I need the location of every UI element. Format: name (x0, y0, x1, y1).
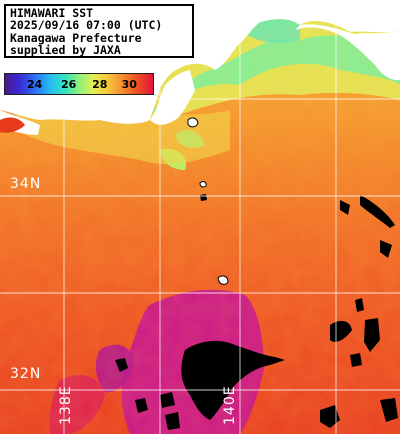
nodata-5 (330, 320, 352, 342)
nodata-7 (364, 318, 380, 352)
legend-label-26: 26 (60, 78, 77, 91)
nodata-9 (340, 200, 350, 215)
nodata-10 (380, 240, 392, 258)
title-line-4: supplied by JAXA (10, 43, 121, 58)
land-boso (295, 24, 400, 80)
title-line-1: HIMAWARI SST (10, 6, 94, 20)
nodata-4 (165, 412, 180, 430)
title-line-2: 2025/09/16 07:00 (UTC) (10, 18, 163, 33)
nodata-14 (200, 194, 207, 201)
color-legend: 24 26 28 30 (4, 73, 154, 95)
nodata-12 (380, 398, 398, 422)
nodata-3 (160, 392, 175, 408)
title-line-3: Kanagawa Prefecture (10, 30, 142, 45)
lat-label-32n: 32N (10, 366, 42, 382)
oshima-island (187, 117, 199, 128)
nodata-8 (360, 195, 395, 228)
nodata-11 (320, 405, 340, 428)
nodata-2 (115, 358, 128, 372)
land-izu (150, 70, 195, 125)
title-box: HIMAWARI SST 2025/09/16 07:00 (UTC) Kana… (4, 4, 194, 58)
legend-label-30: 30 (121, 78, 137, 91)
nodata-6 (355, 298, 364, 312)
coast-red-spot (0, 117, 25, 133)
island-2 (199, 181, 207, 188)
lon-label-138e: 138E (58, 385, 74, 425)
nodata-13 (135, 398, 148, 413)
lat-label-34n: 34N (10, 176, 42, 192)
lon-label-140e: 140E (222, 385, 238, 425)
nodata-15 (350, 353, 362, 367)
legend-label-28: 28 (92, 78, 108, 91)
nodata-main (181, 340, 285, 420)
legend-label-24: 24 (26, 78, 43, 91)
island-3 (217, 275, 229, 285)
